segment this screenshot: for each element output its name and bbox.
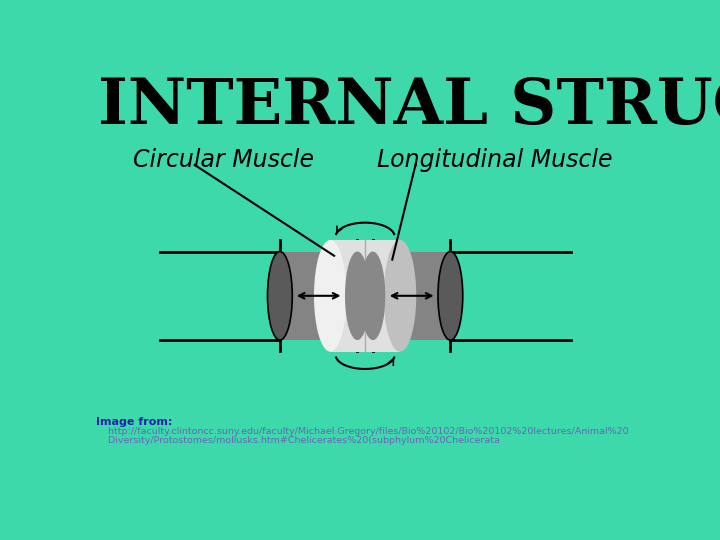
Ellipse shape [361, 252, 385, 340]
Bar [373, 252, 451, 340]
Text: http://faculty.clintoncc.suny.edu/faculty/Michael.Gregory/files/Bio%20102/Bio%20: http://faculty.clintoncc.suny.edu/facult… [96, 427, 629, 436]
Ellipse shape [361, 252, 385, 340]
Ellipse shape [345, 252, 370, 340]
Ellipse shape [345, 252, 370, 340]
Bar [330, 240, 400, 352]
Ellipse shape [267, 252, 292, 340]
Text: Diversity/Protostomes/mollusks.htm#Chelicerates%20(subphylum%20Chelicerata: Diversity/Protostomes/mollusks.htm#Cheli… [96, 436, 500, 445]
Text: Image from:: Image from: [96, 417, 173, 428]
Text: Longitudinal Muscle: Longitudinal Muscle [377, 148, 612, 172]
Text: INTERNAL STRUCTURES: INTERNAL STRUCTURES [98, 76, 720, 137]
Text: Circular Muscle: Circular Muscle [132, 148, 314, 172]
Ellipse shape [314, 240, 346, 352]
Bar [280, 252, 357, 340]
Ellipse shape [438, 252, 463, 340]
Ellipse shape [384, 240, 416, 352]
